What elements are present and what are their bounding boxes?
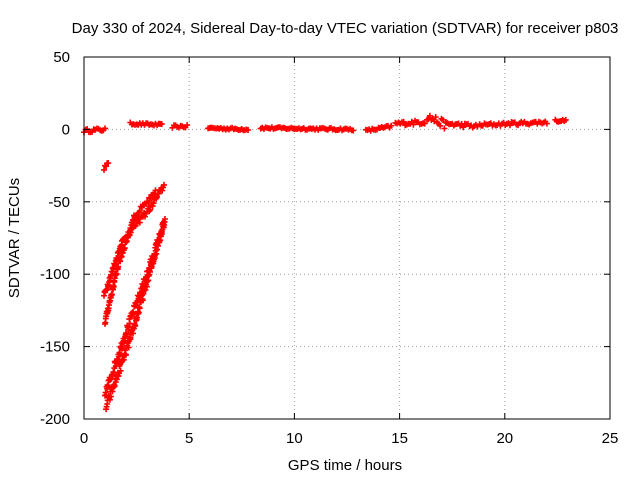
y-tick-labels: -200 -150 -100 -50 0 50 <box>40 49 70 428</box>
x-tick-labels: 0 5 10 15 20 25 <box>80 430 619 447</box>
data-point <box>184 122 191 129</box>
data-point <box>400 118 407 125</box>
data-point <box>109 388 116 395</box>
y-tick-label: 0 <box>62 121 70 138</box>
grid <box>84 57 610 419</box>
data-point <box>132 323 139 330</box>
data-point <box>426 112 433 119</box>
data-point <box>153 250 160 257</box>
y-tick-label: -200 <box>40 411 70 428</box>
data-point <box>437 122 444 129</box>
data-point <box>136 305 143 312</box>
data-point <box>144 278 151 285</box>
data-point <box>161 181 167 188</box>
data-point <box>105 160 112 166</box>
data-point <box>410 121 417 128</box>
data-point <box>139 297 146 304</box>
y-tick-label: 50 <box>53 49 70 66</box>
plot-frame <box>83 56 611 420</box>
data-point <box>121 245 128 252</box>
data-point <box>460 124 467 131</box>
data-point <box>162 216 168 222</box>
y-axis-label: SDTVAR / TECUs <box>6 178 23 298</box>
data-point <box>116 351 123 357</box>
x-tick-label: 15 <box>391 430 408 447</box>
y-tick-label: -150 <box>40 339 70 356</box>
data-point <box>108 291 115 298</box>
data-point <box>421 120 428 127</box>
data-point <box>142 287 149 293</box>
data-point <box>245 127 252 133</box>
data-point <box>103 163 110 170</box>
y-tick-label: -50 <box>48 194 70 211</box>
data-point <box>136 208 143 214</box>
data-point <box>115 263 122 270</box>
data-point <box>135 309 142 316</box>
data-point <box>158 121 165 128</box>
data-point <box>117 367 124 374</box>
data-point <box>123 351 129 358</box>
data-point <box>154 194 160 201</box>
x-axis-label: GPS time / hours <box>288 457 402 474</box>
data-point <box>111 383 118 390</box>
data-point <box>125 344 132 351</box>
x-tick-label: 20 <box>496 430 513 447</box>
data-point <box>136 219 143 226</box>
data-point <box>147 195 154 202</box>
data-point <box>143 283 150 290</box>
data-point <box>142 213 148 220</box>
data-point <box>130 330 136 337</box>
data-point <box>507 122 513 129</box>
data-point <box>388 122 395 129</box>
axis-ticks <box>83 56 611 420</box>
data-point <box>562 116 569 123</box>
data-point <box>350 127 357 134</box>
data-point <box>149 203 156 210</box>
data-point <box>124 234 131 241</box>
data-point <box>152 187 159 194</box>
data-point <box>106 396 113 403</box>
x-tick-label: 25 <box>602 430 619 447</box>
x-tick-label: 0 <box>80 430 88 447</box>
data-point <box>543 120 550 127</box>
data-point <box>107 393 114 400</box>
data-point <box>159 187 166 194</box>
data-point <box>432 114 439 120</box>
data-point <box>441 125 448 132</box>
x-tick-label: 10 <box>286 430 303 447</box>
data-point <box>145 199 152 206</box>
chart-title: Day 330 of 2024, Sidereal Day-to-day VTE… <box>72 20 619 37</box>
data-point <box>151 190 158 197</box>
y-tick-label: -100 <box>40 266 70 283</box>
data-point <box>147 206 154 213</box>
x-tick-label: 5 <box>185 430 193 447</box>
data-point <box>157 237 164 244</box>
data-points <box>81 112 569 413</box>
data-point <box>102 125 108 132</box>
data-point <box>101 166 107 173</box>
